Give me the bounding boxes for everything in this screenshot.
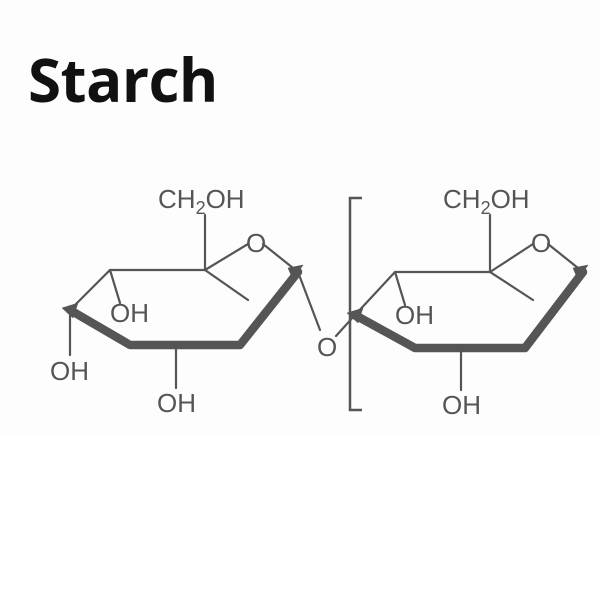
starch-structure-svg: CH2OH CH2OH O O O OH OH OH OH OH [0,0,600,436]
ring-right-back [355,272,533,315]
label-OH-left-ax1: OH [50,356,89,386]
label-OH-right-eq: OH [395,300,434,330]
ring-left-back [70,270,248,310]
label-ch2oh-left: CH2OH [158,184,245,218]
label-OH-right-ax: OH [442,390,481,420]
ring-right-front-bold [355,272,583,348]
label-OH-left-eq: OH [110,298,149,328]
label-O-ring-left: O [246,228,266,258]
label-ch2oh-right: CH2OH [443,184,530,218]
ring-left-to-O [205,244,248,270]
bond-right-C4-Obridge [336,315,355,336]
repeat-bracket-left [350,198,362,410]
label-OH-left-ax2: OH [157,388,196,418]
ring-right-to-O [490,244,533,272]
label-O-bridge: O [317,332,337,362]
diagram-card: Starch CH2O [0,0,600,436]
bond-left-C1-Obridge [298,272,320,330]
ring-left-front-bold [70,272,298,345]
label-O-ring-right: O [531,228,551,258]
